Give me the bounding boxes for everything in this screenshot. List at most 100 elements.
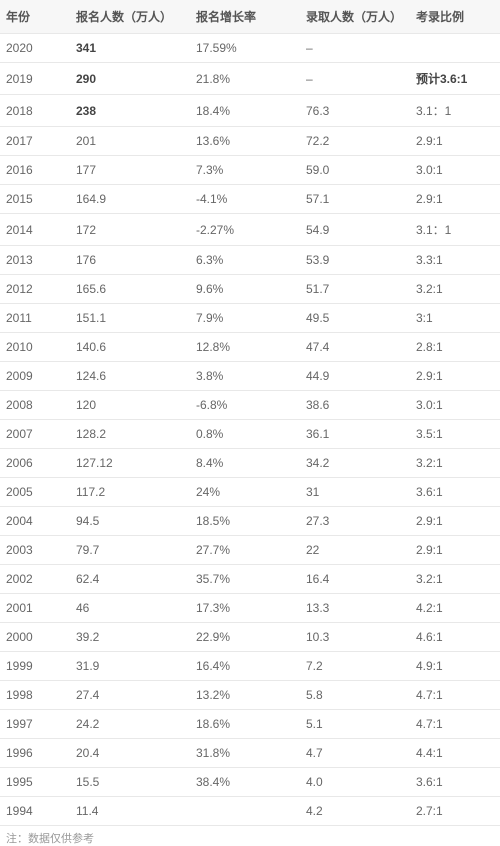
cell-accept: 38.6 bbox=[300, 391, 410, 420]
cell-growth: 7.3% bbox=[190, 156, 300, 185]
cell-apply: 11.4 bbox=[70, 797, 190, 826]
cell-ratio: 3.2:1 bbox=[410, 449, 500, 478]
cell-year: 2019 bbox=[0, 63, 70, 95]
cell-apply: 177 bbox=[70, 156, 190, 185]
cell-apply: 24.2 bbox=[70, 710, 190, 739]
table-row: 2005117.224%313.6:1 bbox=[0, 478, 500, 507]
cell-ratio: 4.4:1 bbox=[410, 739, 500, 768]
cell-accept: 22 bbox=[300, 536, 410, 565]
cell-accept: 4.2 bbox=[300, 797, 410, 826]
cell-growth: -2.27% bbox=[190, 214, 300, 246]
cell-year: 2016 bbox=[0, 156, 70, 185]
cell-accept: 54.9 bbox=[300, 214, 410, 246]
table-row: 2011151.1 7.9% 49.53:1 bbox=[0, 304, 500, 333]
cell-year: 2007 bbox=[0, 420, 70, 449]
cell-accept: 31 bbox=[300, 478, 410, 507]
cell-accept: 4.0 bbox=[300, 768, 410, 797]
cell-growth: 13.6% bbox=[190, 127, 300, 156]
cell-accept: 36.1 bbox=[300, 420, 410, 449]
cell-ratio: 3.5:1 bbox=[410, 420, 500, 449]
cell-accept: 72.2 bbox=[300, 127, 410, 156]
cell-apply: 151.1 bbox=[70, 304, 190, 333]
table-row: 2017201 13.6%72.2 2.9:1 bbox=[0, 127, 500, 156]
cell-accept: 4.7 bbox=[300, 739, 410, 768]
cell-ratio: 预计3.6:1 bbox=[410, 63, 500, 95]
cell-growth: 13.2% bbox=[190, 681, 300, 710]
cell-accept: 7.2 bbox=[300, 652, 410, 681]
cell-growth: 18.6% bbox=[190, 710, 300, 739]
cell-growth: 7.9% bbox=[190, 304, 300, 333]
table-row: 199411.44.22.7:1 bbox=[0, 797, 500, 826]
table-row: 199931.916.4%7.24.9:1 bbox=[0, 652, 500, 681]
cell-accept: 27.3 bbox=[300, 507, 410, 536]
cell-year: 2003 bbox=[0, 536, 70, 565]
table-row: 199724.218.6%5.14.7:1 bbox=[0, 710, 500, 739]
cell-year: 2010 bbox=[0, 333, 70, 362]
cell-growth: 0.8% bbox=[190, 420, 300, 449]
col-header-year: 年份 bbox=[0, 0, 70, 34]
cell-accept: 5.1 bbox=[300, 710, 410, 739]
cell-growth: 18.5% bbox=[190, 507, 300, 536]
cell-accept: 76.3 bbox=[300, 95, 410, 127]
table-row: 2013176 6.3%53.93.3:1 bbox=[0, 246, 500, 275]
cell-apply: 238 bbox=[70, 95, 190, 127]
table-row: 200262.435.7%16.43.2:1 bbox=[0, 565, 500, 594]
cell-year: 2008 bbox=[0, 391, 70, 420]
cell-accept: 49.5 bbox=[300, 304, 410, 333]
cell-ratio: 3.0:1 bbox=[410, 156, 500, 185]
cell-accept: 53.9 bbox=[300, 246, 410, 275]
cell-apply: 62.4 bbox=[70, 565, 190, 594]
table-row: 200379.727.7%222.9:1 bbox=[0, 536, 500, 565]
cell-apply: 341 bbox=[70, 34, 190, 63]
cell-apply: 39.2 bbox=[70, 623, 190, 652]
table-row: 202034117.59%– bbox=[0, 34, 500, 63]
cell-ratio: 2.9:1 bbox=[410, 127, 500, 156]
cell-year: 1994 bbox=[0, 797, 70, 826]
cell-growth: 27.7% bbox=[190, 536, 300, 565]
table-row: 199515.538.4%4.03.6:1 bbox=[0, 768, 500, 797]
cell-growth: 38.4% bbox=[190, 768, 300, 797]
cell-growth: 12.8% bbox=[190, 333, 300, 362]
cell-growth: 9.6% bbox=[190, 275, 300, 304]
col-header-accept: 录取人数（万人） bbox=[300, 0, 410, 34]
footnote: 注：数据仅供参考 bbox=[0, 826, 500, 846]
cell-ratio bbox=[410, 34, 500, 63]
cell-accept: 51.7 bbox=[300, 275, 410, 304]
cell-accept: 10.3 bbox=[300, 623, 410, 652]
table-row: 2008120-6.8%38.63.0:1 bbox=[0, 391, 500, 420]
cell-apply: 27.4 bbox=[70, 681, 190, 710]
cell-growth: 22.9% bbox=[190, 623, 300, 652]
cell-growth: -6.8% bbox=[190, 391, 300, 420]
cell-apply: 127.12 bbox=[70, 449, 190, 478]
table-row: 200494.518.5%27.32.9:1 bbox=[0, 507, 500, 536]
cell-apply: 20.4 bbox=[70, 739, 190, 768]
cell-year: 2011 bbox=[0, 304, 70, 333]
table-row: 2019290 21.8% –预计3.6:1 bbox=[0, 63, 500, 95]
cell-apply: 165.6 bbox=[70, 275, 190, 304]
cell-year: 1995 bbox=[0, 768, 70, 797]
table-row: 2010140.612.8%47.42.8:1 bbox=[0, 333, 500, 362]
cell-growth: 18.4% bbox=[190, 95, 300, 127]
table-row: 2018238 18.4%76.33.1：1 bbox=[0, 95, 500, 127]
cell-growth: 24% bbox=[190, 478, 300, 507]
cell-ratio: 3.0:1 bbox=[410, 391, 500, 420]
cell-ratio: 3.6:1 bbox=[410, 768, 500, 797]
table-row: 199620.431.8%4.74.4:1 bbox=[0, 739, 500, 768]
table-row: 2007128.20.8%36.13.5:1 bbox=[0, 420, 500, 449]
cell-growth: 6.3% bbox=[190, 246, 300, 275]
cell-year: 2005 bbox=[0, 478, 70, 507]
cell-apply: 128.2 bbox=[70, 420, 190, 449]
cell-apply: 164.9 bbox=[70, 185, 190, 214]
cell-ratio: 2.9:1 bbox=[410, 507, 500, 536]
cell-apply: 124.6 bbox=[70, 362, 190, 391]
cell-growth: 21.8% bbox=[190, 63, 300, 95]
cell-year: 1997 bbox=[0, 710, 70, 739]
cell-apply: 201 bbox=[70, 127, 190, 156]
cell-ratio: 3.2:1 bbox=[410, 275, 500, 304]
cell-ratio: 4.7:1 bbox=[410, 710, 500, 739]
cell-apply: 140.6 bbox=[70, 333, 190, 362]
table-header: 年份 报名人数（万人） 报名增长率 录取人数（万人） 考录比例 bbox=[0, 0, 500, 34]
cell-year: 2014 bbox=[0, 214, 70, 246]
cell-ratio: 3:1 bbox=[410, 304, 500, 333]
cell-ratio: 3.2:1 bbox=[410, 565, 500, 594]
